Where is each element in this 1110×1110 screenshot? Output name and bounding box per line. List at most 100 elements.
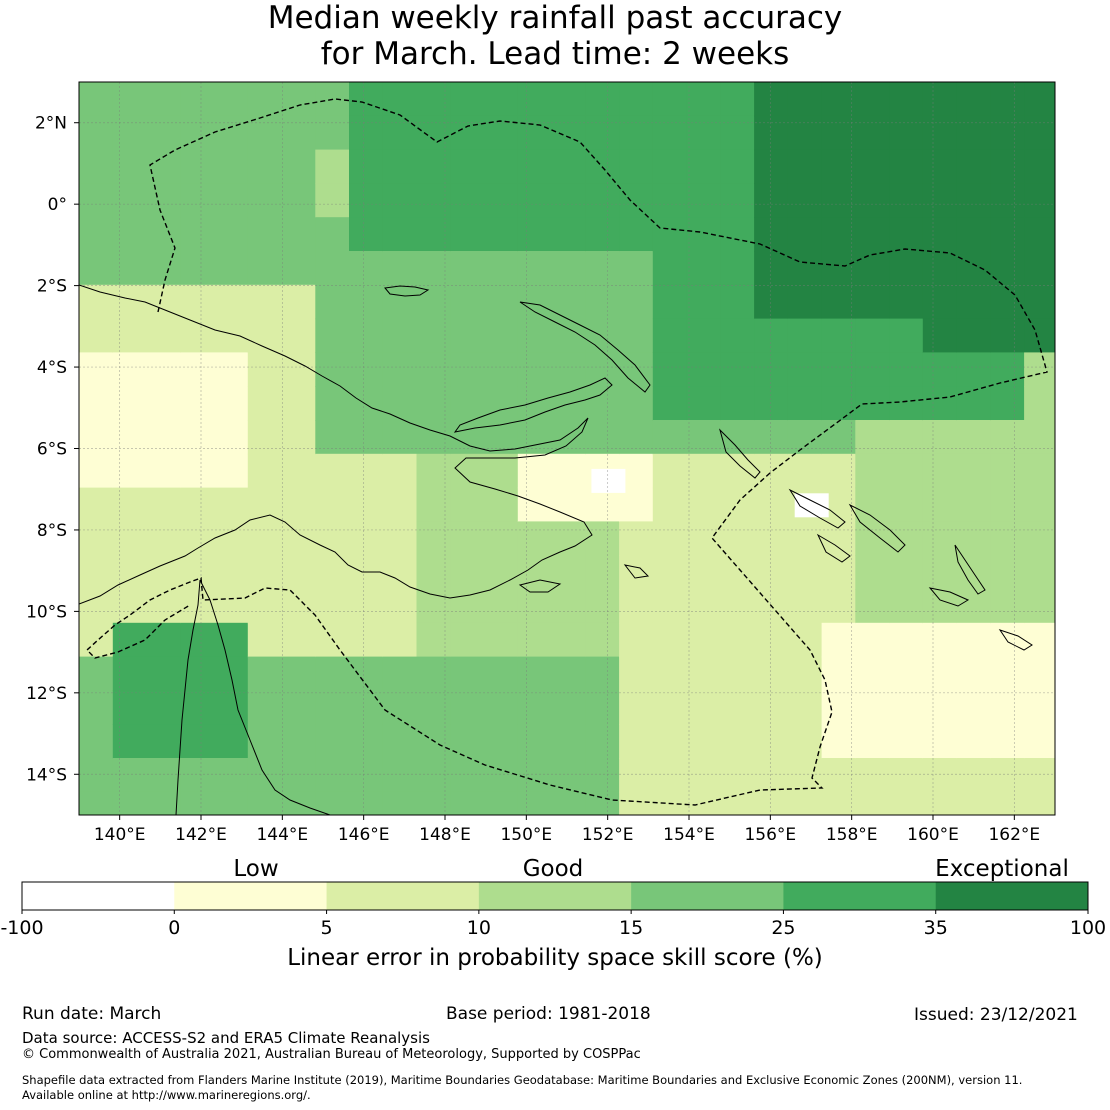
grid-cell [990,318,1025,353]
coast-dentrecasteaux [623,564,650,579]
grid-cell [450,352,485,387]
longitude-axis: 140°E 142°E 144°E 146°E 148°E 150°E 152°E 154°E… [94,815,1040,845]
grid-cell [855,589,890,624]
grid-cell [821,82,856,117]
grid-cell [281,149,316,184]
grid-cell [956,386,991,421]
grid-cell [855,251,890,286]
grid-cell [956,149,991,184]
grid-cell [349,622,384,658]
grid-cell [1024,453,1055,489]
lon-tick-label: 160°E [907,825,959,845]
grid-cell [787,453,823,489]
grid-cell [551,758,586,793]
grid-cell [922,521,958,556]
grid-cell [855,690,890,725]
grid-cell [1024,521,1055,556]
grid-cell [450,656,485,691]
grid-cell [585,791,620,815]
lon-tick-label: 142°E [175,825,227,845]
grid-cell [821,217,856,252]
grid-cell [112,724,148,759]
grid-cell [686,555,721,590]
grid-cell [787,352,823,387]
grid-cell [821,352,856,387]
grid-cell [551,724,586,759]
grid-cell [956,82,991,117]
grid-cell [450,791,485,815]
grid-cell [585,622,620,658]
grid-cell [956,690,991,725]
grid-cell [214,521,249,556]
coast-new-ireland [519,301,651,393]
grid-cell [281,487,316,522]
grid-cell [416,656,451,691]
grid-cell [247,453,283,489]
grid-cell [79,352,114,387]
grid-cell [484,487,519,522]
grid-cell [315,656,350,691]
grid-cell [517,217,553,252]
grid-cell [821,555,856,590]
grid-cell [990,251,1025,286]
grid-cell [754,352,789,387]
grid-cell [686,656,721,691]
grid-cell [416,555,451,590]
grid-cell [686,724,721,759]
grid-cell [889,251,924,286]
grid-cell [619,352,654,387]
grid-cell [180,420,215,455]
grid-cell [450,453,485,489]
grid-cell [855,656,890,691]
grid-cell [720,487,755,522]
grid-cell [821,251,856,286]
grid-cell [180,149,215,184]
grid-cell [349,453,384,489]
grid-cell [922,487,958,522]
grid-cell [281,82,316,117]
run-date: Run date: March [22,1004,162,1024]
grid-cell [349,284,384,320]
grid-cell [180,521,215,556]
grid-cell [517,758,553,793]
grid-cell [484,758,519,793]
grid-cell [214,555,249,590]
grid-cell [349,82,384,117]
grid-cell [247,217,283,252]
grid-cell [517,284,553,320]
grid-cell [416,183,451,218]
grid-cell [349,690,384,725]
grid-cell [517,386,553,421]
grid-cell [517,82,553,117]
grid-cell [281,318,316,353]
grid-cell [180,284,215,320]
grid-cell [889,420,924,455]
grid-cell [146,352,181,387]
grid-cell [855,82,890,117]
grid-cell [214,149,249,184]
grid-cell [990,791,1025,815]
grid-cell [382,420,418,455]
grid-cell [1024,487,1055,522]
lat-tick-label: 0° [48,195,67,215]
grid-cell [517,251,553,286]
grid-cell [315,386,350,421]
grid-cell [619,589,654,624]
grid-cell [922,724,958,759]
grid-cell [315,724,350,759]
colorbar-band [478,882,632,910]
grid-cell [382,115,418,151]
grid-cell [585,183,620,218]
grid-cell [787,251,823,286]
grid-cell [990,453,1025,489]
grid-cell [956,453,991,489]
grid-cell [146,115,181,151]
grid-cell [956,724,991,759]
grid-cell [720,217,755,252]
grid-cell [990,115,1025,151]
grid-cell [990,758,1025,793]
grid-cell [821,420,856,455]
grid-cell [180,183,215,218]
grid-cell [349,758,384,793]
grid-cell [889,217,924,252]
